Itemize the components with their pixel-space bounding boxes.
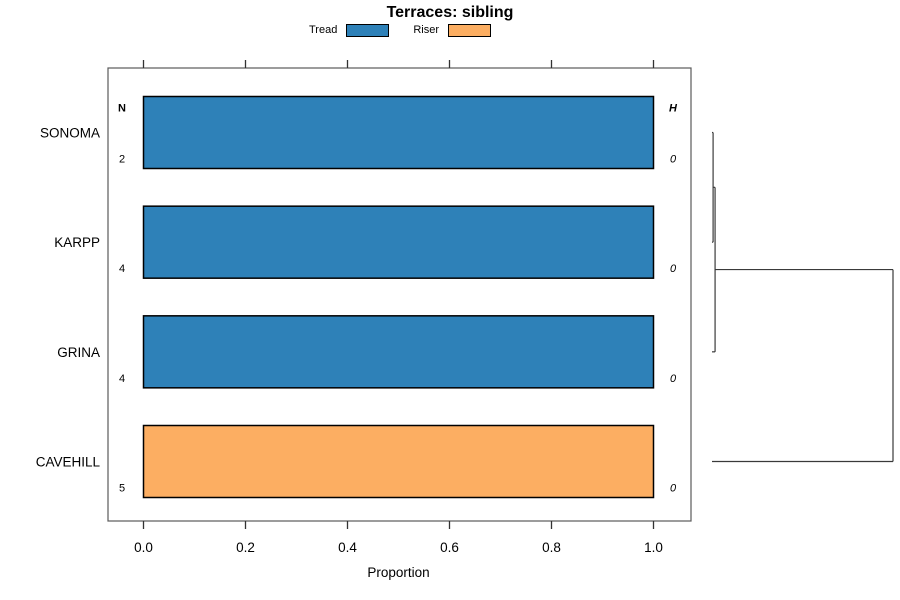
legend-swatch bbox=[448, 24, 491, 37]
legend-item: Riser bbox=[413, 24, 491, 37]
x-tick-label: 1.0 bbox=[644, 540, 663, 555]
n-value: 2 bbox=[119, 154, 125, 166]
x-tick-label: 0.2 bbox=[236, 540, 255, 555]
bar-segment bbox=[142, 424, 655, 499]
x-tick-label: 0.6 bbox=[440, 540, 459, 555]
bar-segment bbox=[142, 205, 655, 279]
x-tick-label: 0.0 bbox=[134, 540, 153, 555]
legend-swatch bbox=[346, 24, 390, 37]
legend-item: Tread bbox=[309, 24, 390, 37]
bar-segment bbox=[142, 95, 655, 170]
chart-legend: Tread Riser bbox=[309, 24, 491, 37]
n-value: 4 bbox=[119, 373, 125, 385]
n-value: 4 bbox=[119, 263, 125, 275]
legend-label: Tread bbox=[309, 24, 338, 36]
plot-border bbox=[107, 67, 692, 522]
n-value: 5 bbox=[119, 483, 125, 495]
row-label: GRINA bbox=[57, 345, 100, 360]
x-tick-label: 0.4 bbox=[338, 540, 357, 555]
row-label: SONOMA bbox=[40, 126, 100, 141]
n-header: N bbox=[118, 103, 126, 115]
legend-label: Riser bbox=[413, 24, 439, 36]
row-label: KARPP bbox=[54, 235, 100, 250]
h-value: 0 bbox=[670, 154, 677, 166]
row-label: CAVEHILL bbox=[36, 455, 101, 470]
h-value: 0 bbox=[670, 483, 677, 495]
bar-segment bbox=[142, 315, 655, 389]
x-tick-label: 0.8 bbox=[542, 540, 561, 555]
h-value: 0 bbox=[670, 263, 677, 275]
x-axis-label: Proportion bbox=[367, 565, 429, 580]
chart-title: Terraces: sibling bbox=[386, 4, 514, 21]
h-header: H bbox=[669, 103, 678, 115]
h-value: 0 bbox=[670, 373, 677, 385]
